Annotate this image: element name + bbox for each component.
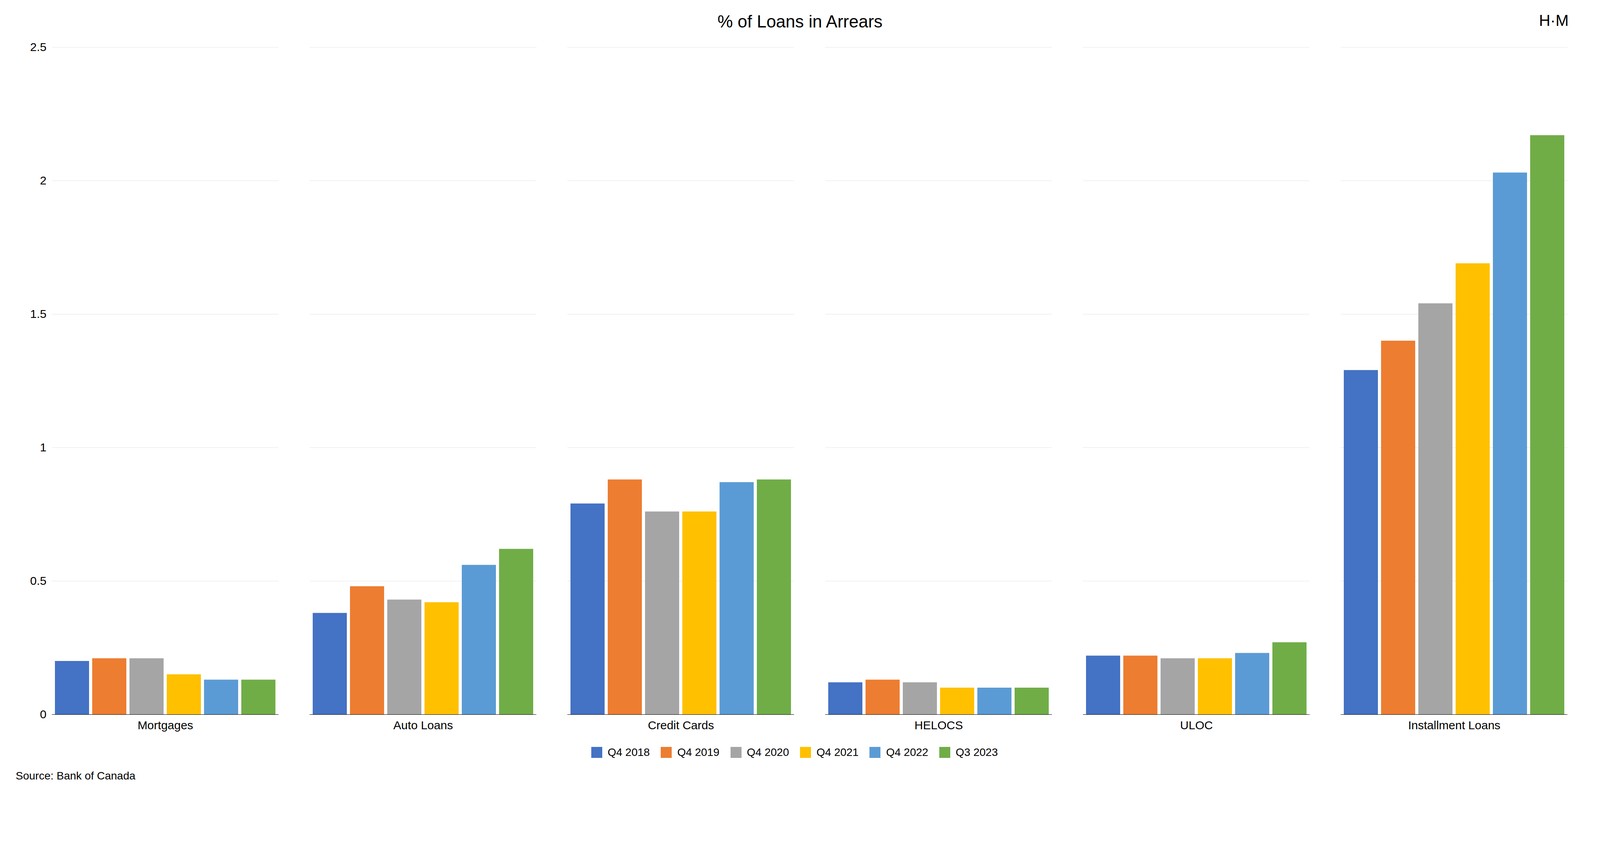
- html-text:Q3 2023: Q3 2023: [955, 745, 998, 758]
- svg-text:Installment Loans: Installment Loans: [1408, 718, 1501, 732]
- html-text:Q4 2020: Q4 2020: [746, 745, 790, 758]
- svg-text:Mortgages: Mortgages: [137, 718, 194, 732]
- html-text:Source: Bank of Canada: Source: Bank of Canada: [15, 769, 136, 782]
- svg-text:ULOC: ULOC: [1180, 718, 1213, 732]
- html-text:Q4 2022: Q4 2022: [886, 745, 929, 758]
- svg-text:1.5: 1.5: [30, 307, 47, 321]
- svg-text:0.5: 0.5: [30, 574, 47, 587]
- svg-text:2.5: 2.5: [30, 40, 47, 54]
- html-text:Q4 2021: Q4 2021: [816, 745, 859, 758]
- svg-text:1: 1: [40, 440, 47, 454]
- svg-text:2: 2: [40, 173, 47, 187]
- html-text:Q4 2018: Q4 2018: [607, 745, 650, 758]
- html-text:Q4 2019: Q4 2019: [677, 745, 720, 758]
- svg-text:HELOCS: HELOCS: [914, 718, 963, 732]
- svg-text:Credit Cards: Credit Cards: [647, 718, 714, 732]
- html-text:% of Loans in Arrears: % of Loans in Arrears: [717, 11, 883, 31]
- svg-text:0: 0: [40, 707, 47, 721]
- svg-text:Auto Loans: Auto Loans: [393, 718, 454, 732]
- html-text:H·M: H·M: [1538, 11, 1569, 30]
